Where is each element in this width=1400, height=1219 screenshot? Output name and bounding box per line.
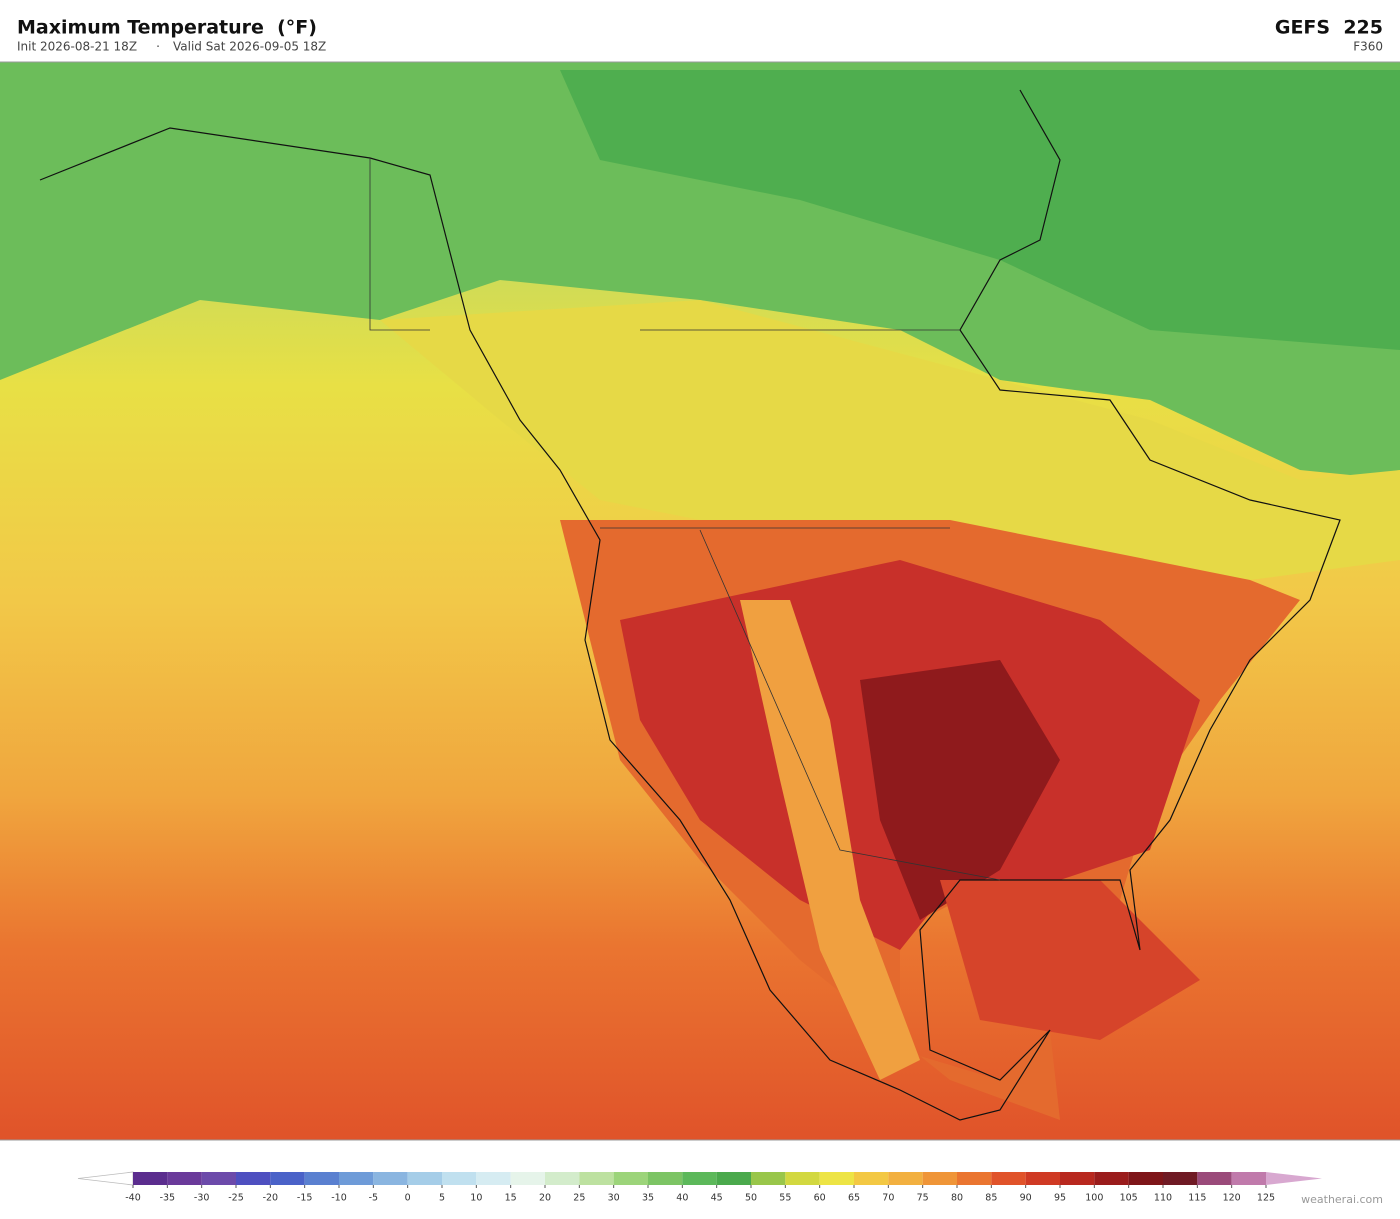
colorbar-tick-label: 105 (1120, 1193, 1138, 1204)
colorbar-tick-label: 100 (1085, 1193, 1103, 1204)
colorbar-tick-label: -20 (263, 1193, 279, 1204)
colorbar-tick-label: 110 (1154, 1193, 1172, 1204)
colorbar-tick-label: -25 (228, 1193, 244, 1204)
land-hottest-field (860, 660, 1060, 920)
colorbar-tick-label: 125 (1257, 1193, 1275, 1204)
gulf-field (940, 880, 1200, 1040)
colorbar-tick-label: -15 (297, 1193, 313, 1204)
title: Maximum Temperature (°F) (17, 17, 317, 39)
colorbar-tick-label: 40 (676, 1193, 688, 1204)
colorbar-bin (1231, 1172, 1266, 1185)
colorbar-tick-label: 0 (405, 1193, 411, 1204)
colorbar-bin (579, 1172, 614, 1185)
colorbar-tick-label: 15 (505, 1193, 517, 1204)
colorbar-bin (476, 1172, 511, 1185)
colorbar-tick-label: 115 (1188, 1193, 1206, 1204)
colorbar-tick-label: -40 (125, 1193, 141, 1204)
forecast-hour: F360 (1353, 40, 1383, 54)
map (0, 61, 1400, 1141)
model-name: GEFS 225 (1275, 17, 1383, 39)
colorbar-bin (201, 1172, 236, 1185)
colorbar-bin (888, 1172, 923, 1185)
colorbar-bin (373, 1172, 408, 1185)
colorbar-bin (1060, 1172, 1095, 1185)
borders (369, 158, 1001, 881)
colorbar-bin (922, 1172, 957, 1185)
colorbar-under (77, 1171, 134, 1186)
colorbar-bin (339, 1172, 374, 1185)
colorbar-over (1266, 1172, 1322, 1185)
colorbar-bin (1163, 1172, 1198, 1185)
colorbar-tick-label: 35 (642, 1193, 654, 1204)
colorbar-bin (648, 1172, 683, 1185)
colorbar-tick-label: 10 (470, 1193, 482, 1204)
colorbar-tick-label: 55 (779, 1193, 791, 1204)
canada-warm-field (380, 300, 1400, 580)
colorbar-tick-label: 30 (608, 1193, 620, 1204)
colorbar-tick-label: 95 (1054, 1193, 1066, 1204)
colorbar-tick-label: -35 (160, 1193, 176, 1204)
colorbar-bin (819, 1172, 854, 1185)
colorbar-tick-label: 60 (814, 1193, 826, 1204)
colorbar-bin (957, 1172, 992, 1185)
colorbar-bin (407, 1172, 442, 1185)
colorbar-bin (1094, 1172, 1129, 1185)
colorbar-bin (854, 1172, 889, 1185)
colorbar-bin (1197, 1172, 1232, 1185)
colorbar-bin (716, 1172, 751, 1185)
colorbar-tick-label: 45 (711, 1193, 723, 1204)
colorbar-tick-label: 80 (951, 1193, 963, 1204)
colorbar-tick-label: -5 (369, 1193, 378, 1204)
colorbar-tick-label: 120 (1223, 1193, 1241, 1204)
colorbar-bin (1025, 1172, 1060, 1185)
colorbar: -40 -35 -30 -25 -20 -15 -10 -5 0 5 10 15 20 25 30 35 40 4… (77, 1171, 1322, 1204)
canada-cold-field (560, 70, 1400, 350)
valid-time: Valid Sat 2026-09-05 18Z (173, 40, 326, 54)
colorbar-bin (1128, 1172, 1163, 1185)
colorbar-bin (133, 1172, 168, 1185)
colorbar-bin (167, 1172, 202, 1185)
colorbar-bin (510, 1172, 545, 1185)
colorbar-bin (442, 1172, 477, 1185)
colorbar-bin (270, 1172, 305, 1185)
init-time: Init 2026-08-21 18Z (17, 40, 137, 54)
colorbar-tick-label: 85 (985, 1193, 997, 1204)
colorbar-bin (991, 1172, 1026, 1185)
colorbar-tick-label: 5 (439, 1193, 445, 1204)
colorbar-bin (682, 1172, 717, 1185)
colorbar-tick-label: 70 (882, 1193, 894, 1204)
watermark: weatherai.com (1301, 1193, 1383, 1206)
colorbar-tick-label: -30 (194, 1193, 210, 1204)
colorbar-bin (751, 1172, 786, 1185)
colorbar-tick-label: 25 (573, 1193, 585, 1204)
colorbar-bin (613, 1172, 648, 1185)
colorbar-bin (785, 1172, 820, 1185)
colorbar-tick-label: 75 (917, 1193, 929, 1204)
colorbar-tick-label: 65 (848, 1193, 860, 1204)
colorbar-tick-label: 90 (1020, 1193, 1032, 1204)
colorbar-tick-label: 20 (539, 1193, 551, 1204)
colorbar-bin (236, 1172, 271, 1185)
mountain-field (740, 600, 920, 1080)
colorbar-tick-label: -10 (331, 1193, 347, 1204)
separator: · (156, 40, 160, 54)
colorbar-bin (304, 1172, 339, 1185)
coastline (39, 89, 1341, 1121)
colorbar-bin (545, 1172, 580, 1185)
colorbar-tick-label: 50 (745, 1193, 757, 1204)
